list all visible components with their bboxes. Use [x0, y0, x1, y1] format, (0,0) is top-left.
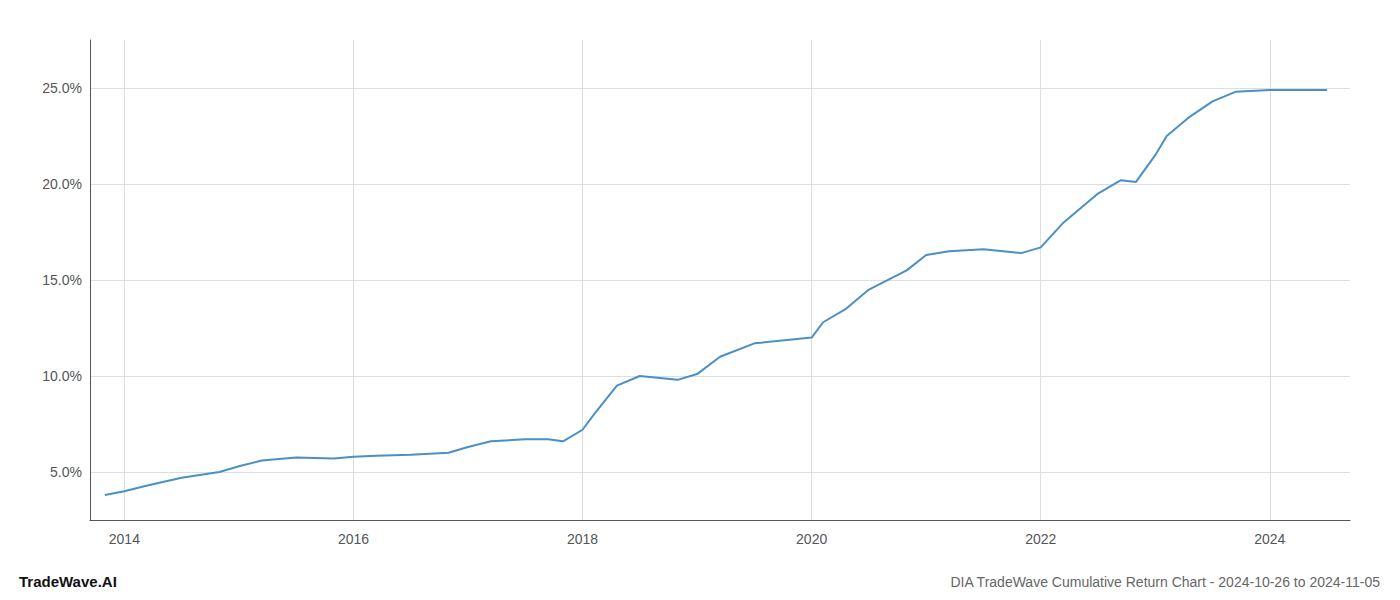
svg-text:2024: 2024 — [1254, 531, 1285, 547]
svg-text:2018: 2018 — [567, 531, 598, 547]
svg-text:DIA TradeWave Cumulative Retur: DIA TradeWave Cumulative Return Chart - … — [950, 574, 1380, 590]
svg-text:10.0%: 10.0% — [42, 368, 82, 384]
svg-text:2016: 2016 — [338, 531, 369, 547]
svg-text:25.0%: 25.0% — [42, 80, 82, 96]
svg-text:15.0%: 15.0% — [42, 272, 82, 288]
svg-text:5.0%: 5.0% — [50, 464, 82, 480]
svg-text:20.0%: 20.0% — [42, 176, 82, 192]
svg-text:2020: 2020 — [796, 531, 827, 547]
svg-text:2022: 2022 — [1025, 531, 1056, 547]
svg-text:TradeWave.AI: TradeWave.AI — [19, 573, 117, 590]
svg-text:2014: 2014 — [109, 531, 140, 547]
